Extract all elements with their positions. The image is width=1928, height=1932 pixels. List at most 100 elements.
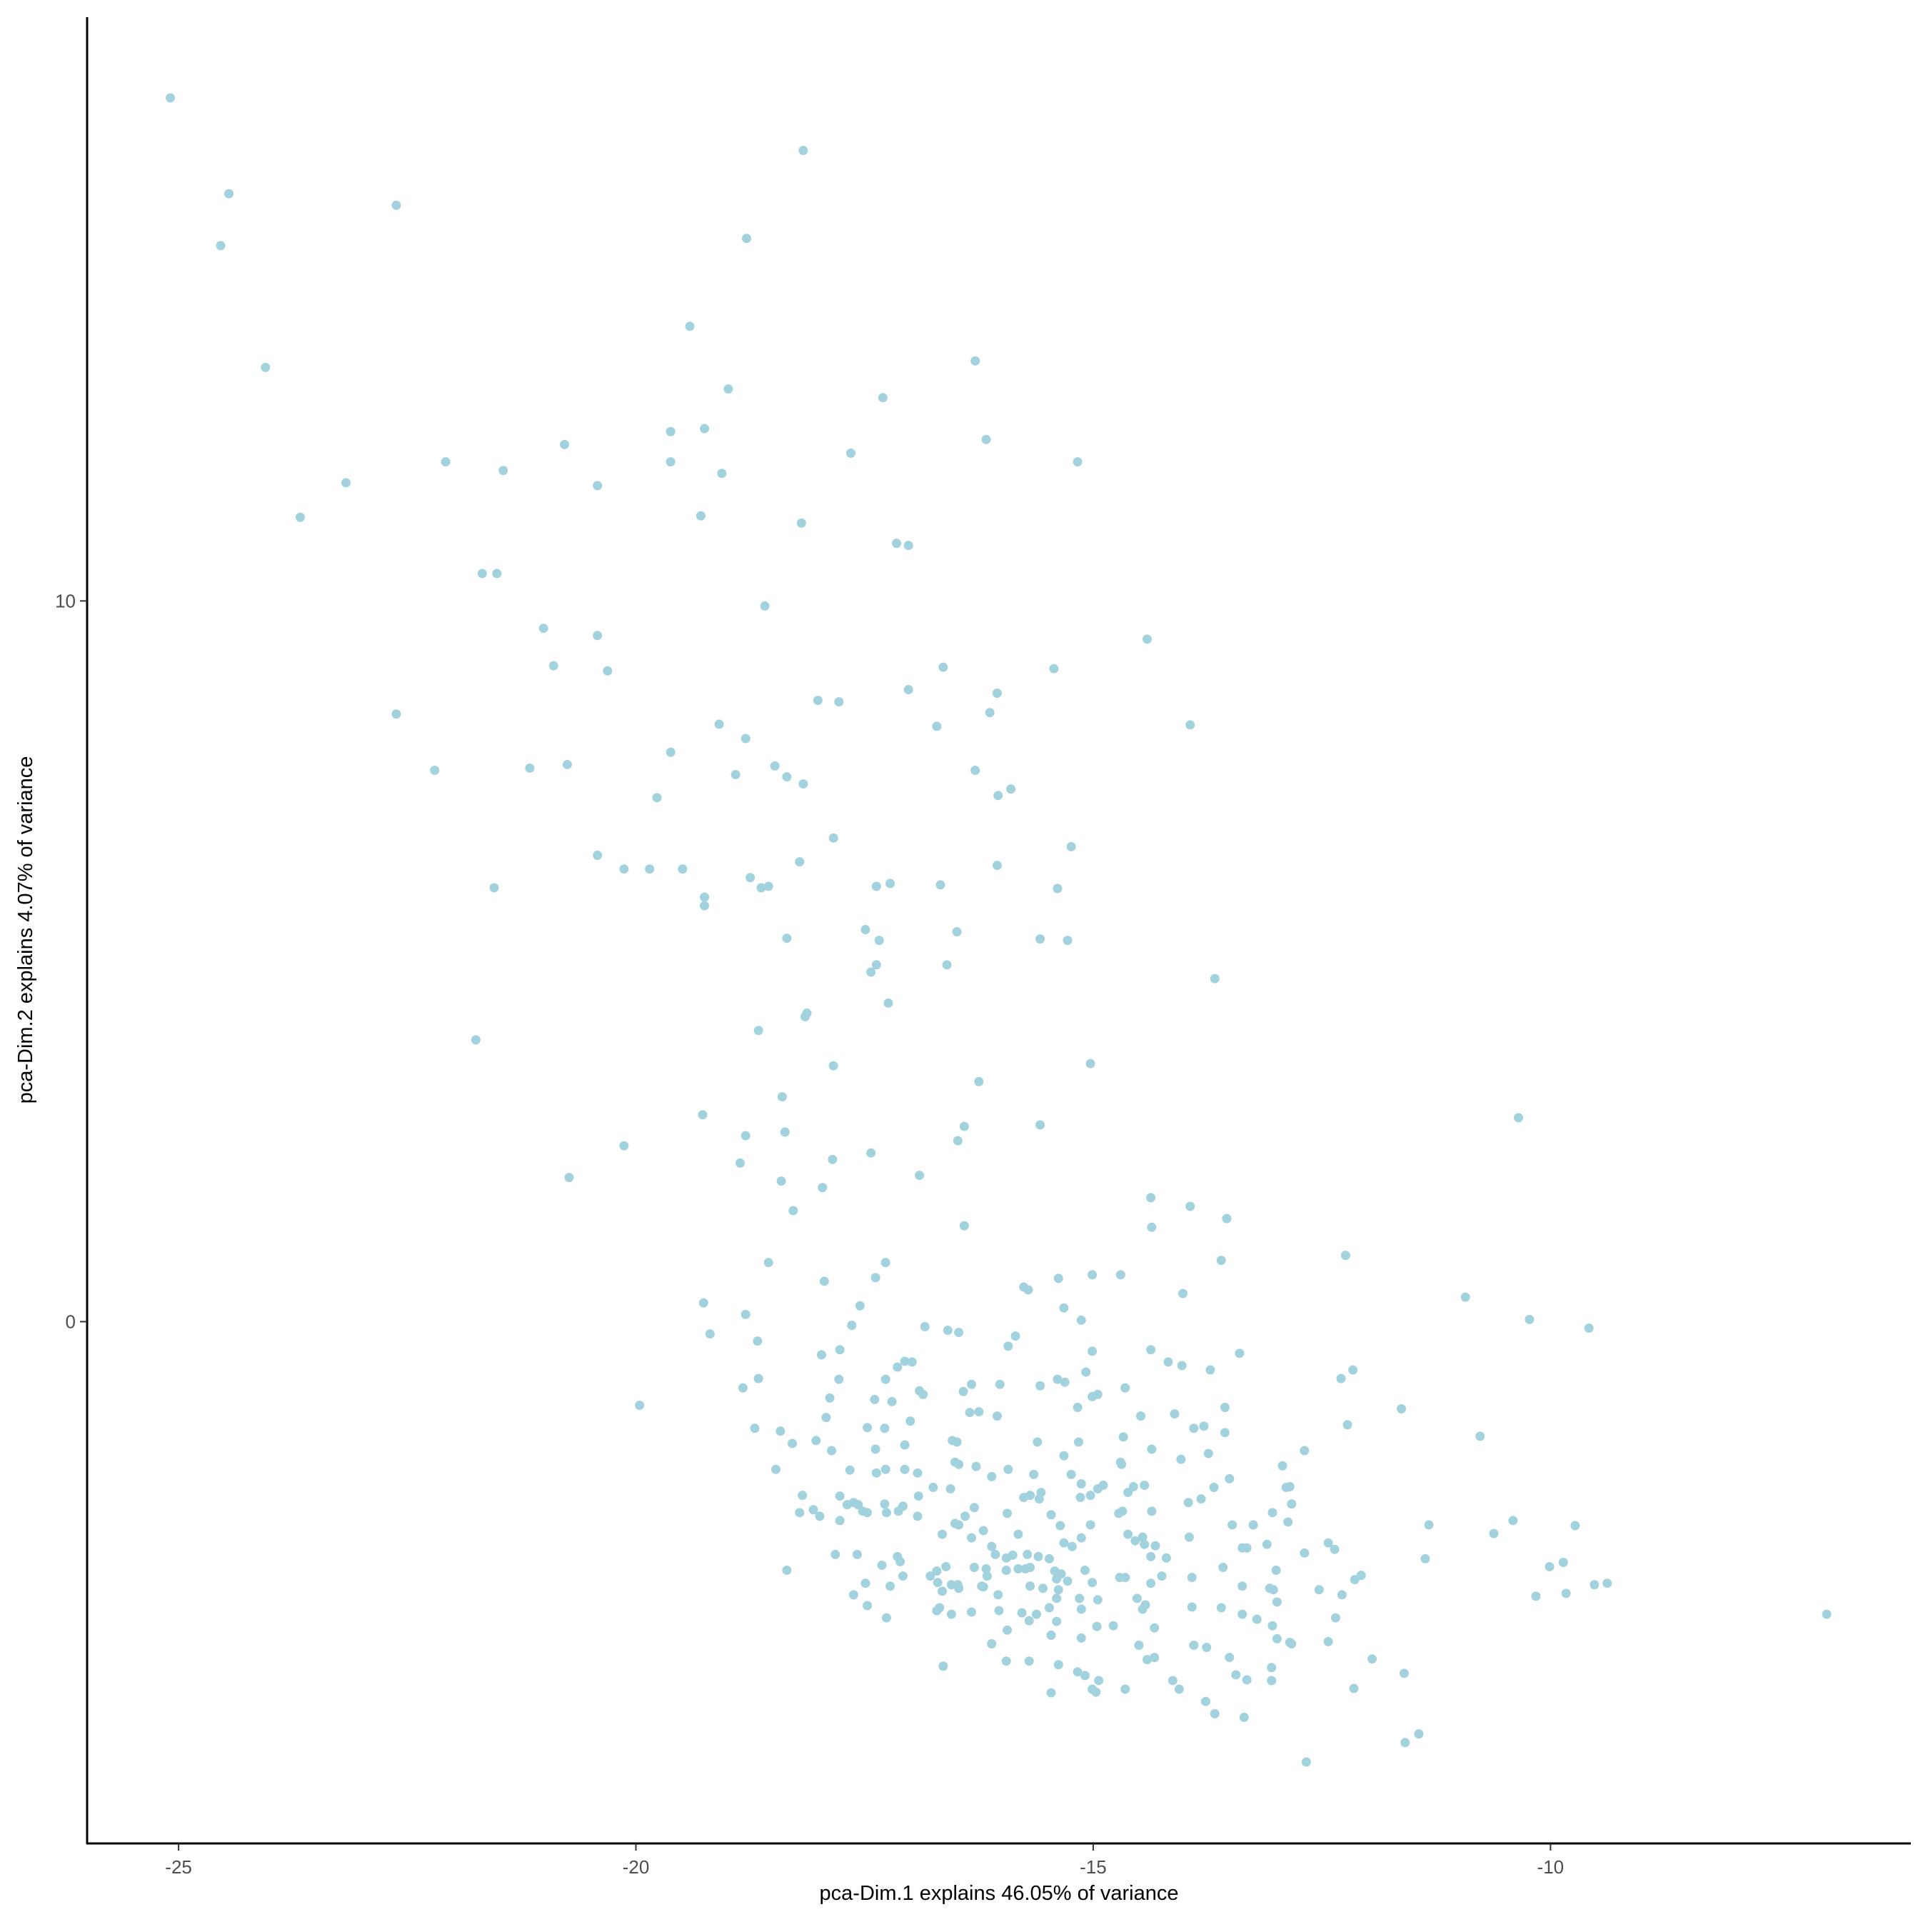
point: [1157, 1571, 1167, 1581]
point: [1342, 1420, 1352, 1430]
point: [1052, 1593, 1062, 1603]
point: [915, 1171, 925, 1181]
point: [471, 1035, 481, 1045]
point: [1013, 1529, 1023, 1539]
point: [1052, 1574, 1062, 1584]
point: [738, 1383, 748, 1393]
point: [1001, 1566, 1011, 1576]
point: [1076, 1478, 1086, 1488]
point: [1570, 1521, 1580, 1531]
point: [967, 1379, 977, 1389]
point: [741, 234, 751, 244]
point: [1130, 1536, 1140, 1546]
point: [1063, 1576, 1073, 1586]
point: [1147, 1506, 1157, 1516]
point: [1187, 1573, 1197, 1583]
point: [946, 1609, 956, 1619]
point: [1120, 1383, 1130, 1393]
point: [932, 1566, 942, 1576]
point: [700, 424, 710, 434]
point: [1120, 1684, 1130, 1694]
point: [982, 1571, 992, 1581]
point: [1220, 1428, 1230, 1438]
point: [756, 883, 766, 893]
point: [1038, 1583, 1048, 1593]
point: [1093, 1595, 1103, 1605]
point: [877, 1560, 887, 1570]
point: [1252, 1614, 1262, 1624]
point: [815, 1511, 825, 1521]
point: [952, 927, 962, 937]
point: [835, 1345, 845, 1355]
point: [1059, 1303, 1069, 1313]
point: [714, 719, 724, 729]
point: [918, 1389, 928, 1399]
point: [1287, 1499, 1297, 1509]
point: [1424, 1520, 1434, 1530]
point: [1092, 1621, 1102, 1631]
point: [994, 1606, 1004, 1616]
point: [870, 1444, 880, 1454]
point: [1059, 1538, 1069, 1548]
point: [954, 1328, 964, 1338]
point: [1399, 1668, 1409, 1678]
point: [717, 469, 727, 479]
point: [853, 1500, 863, 1510]
point: [696, 511, 706, 521]
point: [1330, 1613, 1340, 1623]
point: [1300, 1548, 1310, 1558]
point: [1367, 1654, 1377, 1664]
point: [990, 1549, 1000, 1559]
point: [1189, 1423, 1199, 1433]
point: [1267, 1676, 1277, 1686]
point: [1267, 1663, 1277, 1673]
point: [1025, 1581, 1035, 1591]
point: [967, 1607, 977, 1617]
point: [1268, 1585, 1278, 1595]
point: [1073, 457, 1083, 467]
point: [1323, 1636, 1333, 1646]
point: [887, 1396, 897, 1406]
point: [1184, 1532, 1194, 1542]
point: [992, 689, 1002, 699]
point: [1242, 1675, 1252, 1685]
point: [1281, 1483, 1291, 1493]
point: [798, 146, 808, 156]
point: [1590, 1580, 1600, 1590]
point: [560, 439, 570, 449]
point: [978, 1582, 988, 1592]
point: [1231, 1670, 1241, 1680]
point: [1019, 1493, 1029, 1503]
point: [1003, 1464, 1013, 1474]
point: [828, 833, 838, 843]
point: [735, 1158, 745, 1168]
point: [943, 1326, 953, 1336]
point: [1203, 1448, 1213, 1458]
point: [593, 851, 603, 861]
point: [1272, 1633, 1282, 1643]
point: [954, 1459, 964, 1469]
point: [1088, 1391, 1098, 1401]
point: [874, 936, 884, 946]
point: [619, 1141, 629, 1151]
point: [1035, 1120, 1045, 1130]
point: [1822, 1609, 1832, 1619]
point: [1093, 1484, 1103, 1494]
point: [981, 434, 991, 444]
point: [938, 1529, 948, 1539]
point: [1187, 1602, 1197, 1612]
point: [969, 1503, 979, 1513]
point: [1073, 1667, 1083, 1677]
point: [666, 426, 676, 436]
point: [1076, 1604, 1086, 1614]
point: [1150, 1541, 1160, 1551]
point: [1075, 1493, 1085, 1503]
point: [1216, 1603, 1226, 1613]
point: [954, 1583, 964, 1593]
point: [1138, 1604, 1148, 1614]
point: [538, 624, 548, 634]
point: [1216, 1256, 1226, 1266]
point: [855, 1301, 865, 1311]
point: [863, 1601, 873, 1611]
point: [782, 934, 792, 944]
